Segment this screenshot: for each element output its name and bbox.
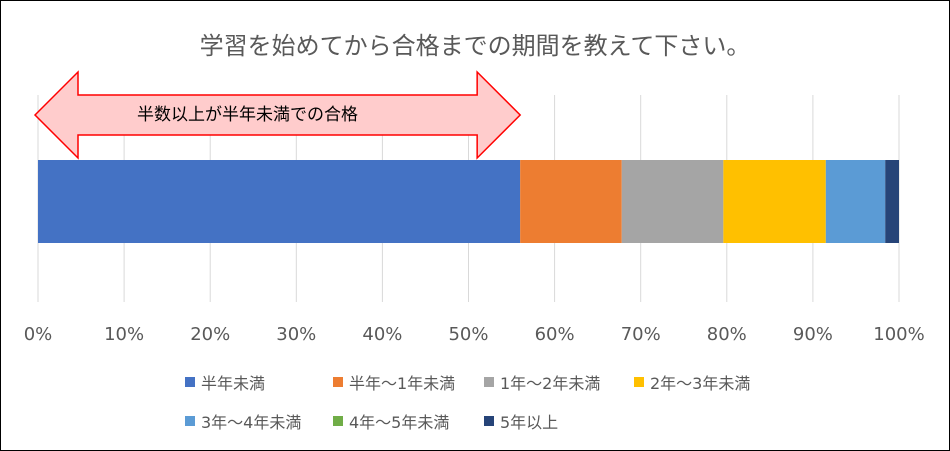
bar-segment bbox=[825, 160, 886, 243]
legend-swatch bbox=[484, 377, 494, 387]
legend-swatch bbox=[634, 377, 644, 387]
x-tick-label: 100% bbox=[873, 324, 924, 345]
annotation-arrow bbox=[33, 70, 522, 160]
legend-label: 1年～2年未満 bbox=[500, 374, 601, 393]
annotation-text: 半数以上が半年未満での合格 bbox=[137, 105, 358, 125]
x-tick-label: 50% bbox=[448, 324, 488, 345]
legend-swatch bbox=[185, 416, 195, 426]
bar-segment bbox=[621, 160, 724, 243]
legend-swatch bbox=[185, 377, 195, 387]
legend-swatch bbox=[333, 377, 343, 387]
legend-swatch bbox=[333, 416, 343, 426]
legend-label: 4年～5年未満 bbox=[349, 413, 450, 432]
legend-label: 2年～3年未満 bbox=[650, 374, 751, 393]
x-tick-label: 80% bbox=[707, 324, 747, 345]
legend-label: 3年～4年未満 bbox=[201, 413, 302, 432]
legend-item-5: 4年～5年未満 bbox=[333, 409, 449, 433]
legend-label: 半年～1年未満 bbox=[349, 374, 456, 393]
x-tick-label: 90% bbox=[793, 324, 833, 345]
legend-swatch bbox=[484, 416, 494, 426]
x-tick-label: 10% bbox=[104, 324, 144, 345]
legend-label: 5年以上 bbox=[500, 413, 559, 432]
x-tick-label: 20% bbox=[190, 324, 230, 345]
x-tick-label: 30% bbox=[276, 324, 316, 345]
chart-title: 学習を始めてから合格までの期間を教えて下さい。 bbox=[199, 32, 751, 60]
bar-segment bbox=[723, 160, 826, 243]
x-axis-ticks: 0% 10% 20% 30% 40% 50% 60% 70% 80% 90% 100% bbox=[24, 324, 925, 345]
x-tick-label: 0% bbox=[24, 324, 53, 345]
legend-label: 半年未満 bbox=[201, 374, 266, 393]
x-tick-label: 40% bbox=[362, 324, 402, 345]
stacked-bar bbox=[38, 160, 899, 243]
x-tick-label: 70% bbox=[621, 324, 661, 345]
legend-item-3: 2年～3年未満 bbox=[634, 370, 750, 394]
legend-item-2: 1年～2年未満 bbox=[484, 370, 600, 394]
legend-item-4: 3年～4年未満 bbox=[185, 409, 301, 433]
bar-segment bbox=[520, 160, 622, 243]
legend-item-0: 半年未満 bbox=[185, 370, 265, 394]
legend-item-6: 5年以上 bbox=[484, 409, 558, 433]
bar-segment bbox=[38, 160, 521, 243]
legend-item-1: 半年～1年未満 bbox=[333, 370, 455, 394]
x-tick-label: 60% bbox=[535, 324, 575, 345]
bar-segment bbox=[885, 160, 899, 243]
